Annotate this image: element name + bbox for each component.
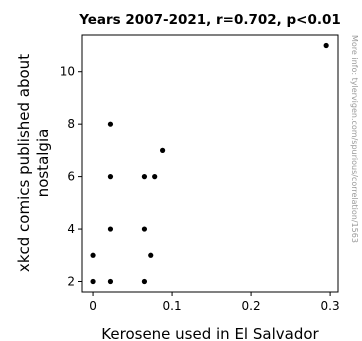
data-point (152, 174, 158, 180)
data-point (141, 278, 148, 285)
x-tick-label: 0.1 (163, 299, 182, 313)
x-axis-label: Kerosene used in El Salvador (101, 325, 319, 341)
plot-frame (81, 34, 339, 293)
y-tick-label: 4 (67, 222, 75, 236)
data-point (107, 174, 114, 180)
y-axis-ticks: 2 4 6 8 10 (60, 65, 82, 289)
data-point (159, 147, 166, 153)
x-tick-label: 0.3 (321, 299, 340, 313)
data-point (141, 174, 148, 180)
y-tick-label: 6 (67, 170, 75, 184)
y-axis-label-line-1: xkcd comics published about (15, 54, 33, 272)
y-axis-label-line-2: nostalgia (34, 129, 52, 198)
data-point (107, 226, 114, 232)
x-tick-label: 0.2 (242, 299, 261, 313)
watermark-text: More info: tylervigen.com/spurious/corre… (350, 35, 359, 243)
data-point (107, 121, 114, 127)
data-points (90, 42, 329, 285)
chart-title: Years 2007-2021, r=0.702, p<0.01 (78, 12, 341, 28)
data-point (90, 252, 96, 258)
y-axis-label: xkcd comics published about nostalgia (15, 54, 52, 272)
data-point (141, 226, 148, 232)
y-tick-label: 2 (67, 275, 75, 289)
x-tick-label: 0 (89, 299, 97, 313)
data-point (148, 252, 154, 258)
data-point (90, 278, 96, 285)
data-point (107, 278, 114, 285)
x-axis-ticks: 0 0.1 0.2 0.3 (89, 292, 340, 313)
y-tick-label: 10 (60, 65, 75, 79)
data-point (323, 42, 329, 49)
y-tick-label: 8 (67, 117, 75, 131)
